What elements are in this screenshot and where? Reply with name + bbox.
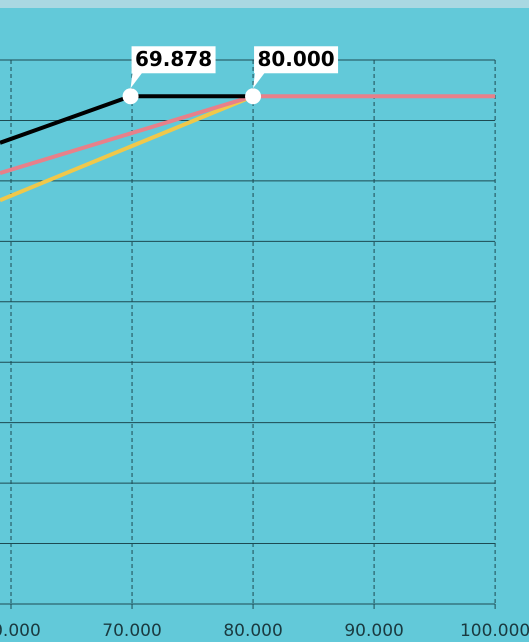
line xyxy=(0,94,254,203)
label-box xyxy=(130,72,143,89)
x-tick-label: 80.000 xyxy=(223,621,282,641)
x-tick-label: 60.000 xyxy=(0,621,41,641)
point-marker xyxy=(122,88,139,105)
x-tick-label: 90.000 xyxy=(344,621,403,641)
annotation-label: 80.000 xyxy=(257,47,334,71)
top-strip xyxy=(0,0,529,8)
x-tick-label: 100.000 xyxy=(460,621,529,641)
label-box xyxy=(253,72,266,89)
annotation-label: 69.878 xyxy=(135,47,212,71)
point-marker xyxy=(245,88,262,105)
label-box xyxy=(131,46,216,74)
label-box xyxy=(254,46,339,74)
x-tick-label: 70.000 xyxy=(102,621,161,641)
